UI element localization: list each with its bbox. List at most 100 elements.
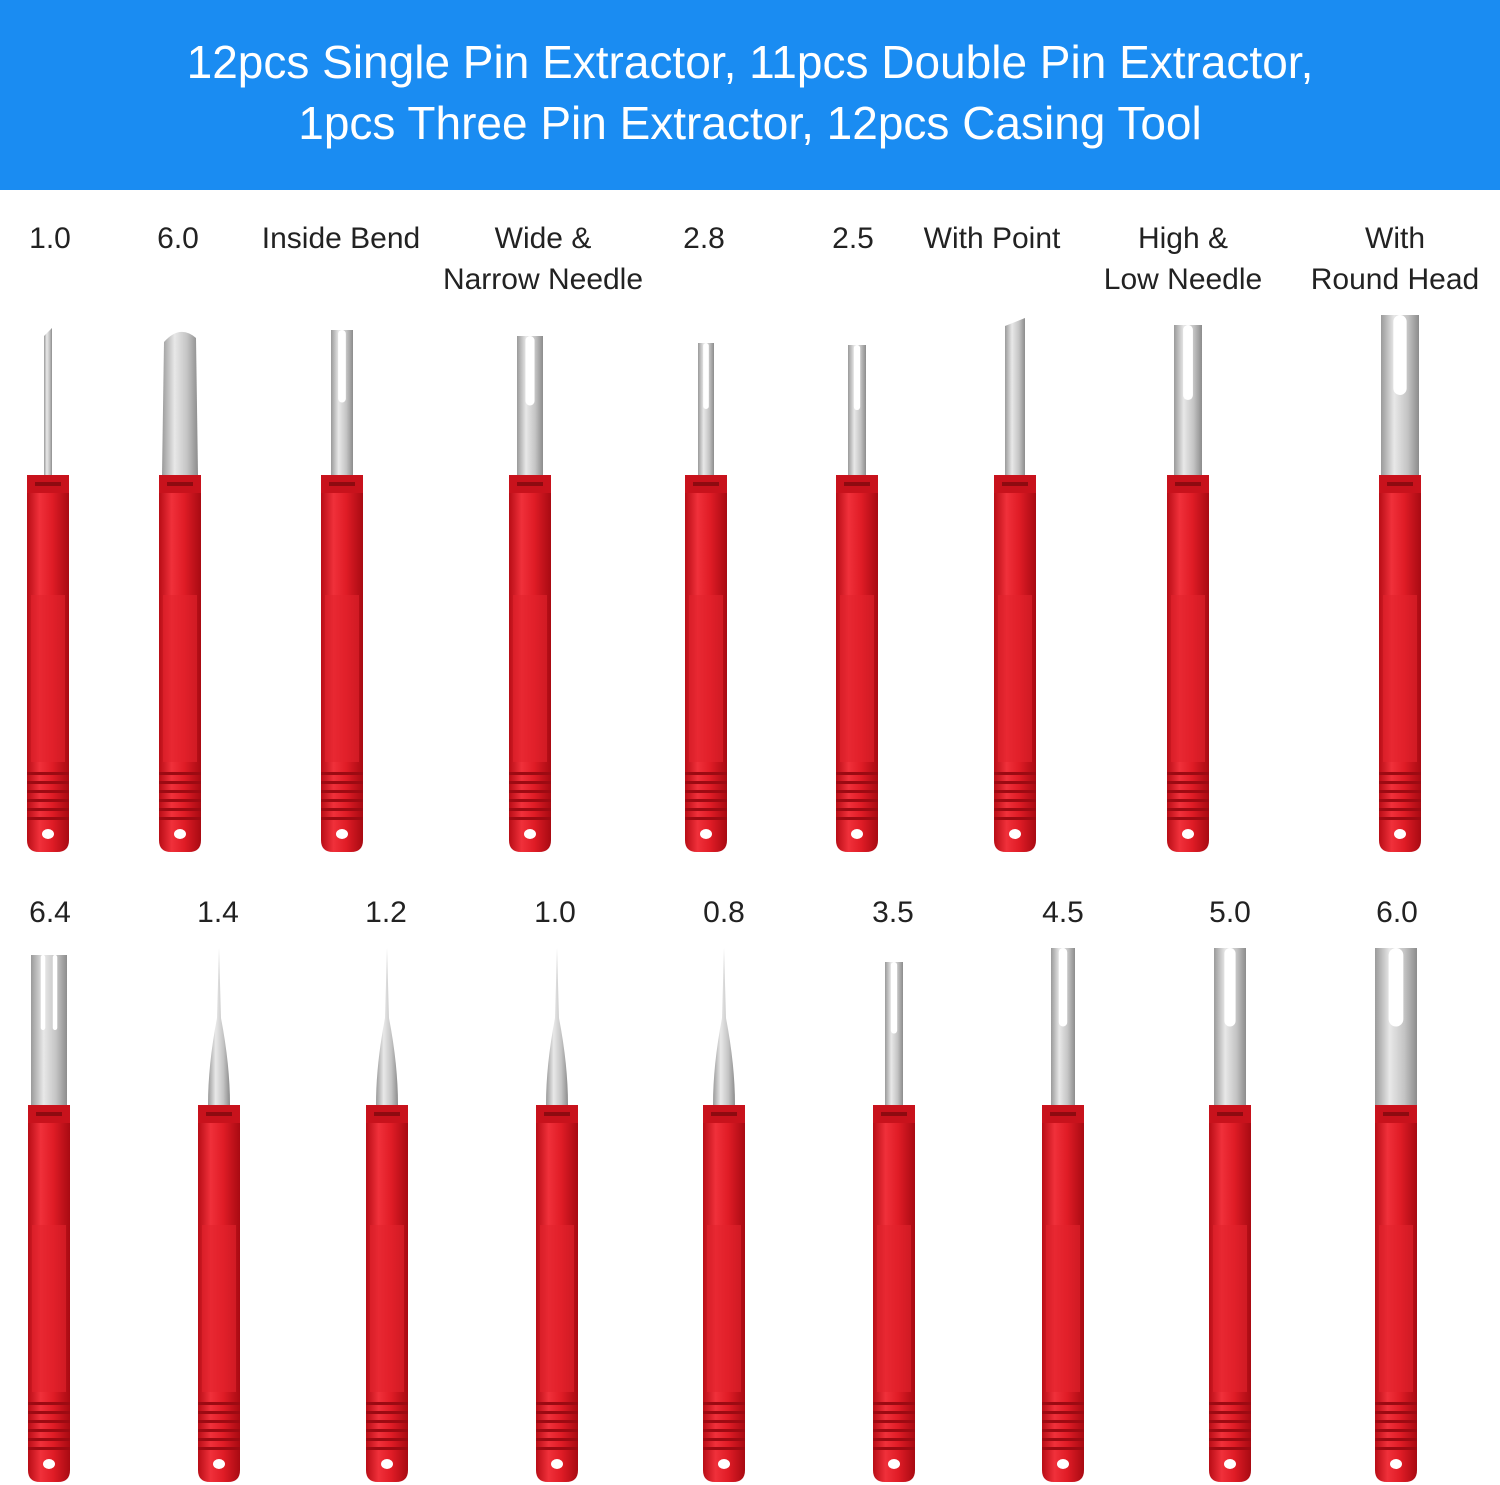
grip-ring bbox=[703, 1411, 745, 1414]
grip-ring bbox=[703, 1438, 745, 1441]
grip-ring bbox=[1042, 1429, 1084, 1432]
tool-tip bbox=[1005, 318, 1025, 475]
grip-ring bbox=[836, 781, 878, 784]
hang-hole bbox=[1182, 829, 1194, 839]
grip-ring bbox=[685, 790, 727, 793]
grip-ring bbox=[994, 790, 1036, 793]
handle-body-shade bbox=[998, 595, 1032, 762]
grip-ring bbox=[321, 781, 363, 784]
tool-label: With Point bbox=[924, 222, 1061, 255]
collar-slot bbox=[711, 1112, 737, 1116]
tool-label: 1.2 bbox=[365, 896, 407, 929]
grip-ring bbox=[159, 790, 201, 793]
tool-label: 6.0 bbox=[157, 222, 199, 255]
hang-hole bbox=[700, 829, 712, 839]
grip-ring bbox=[1042, 1411, 1084, 1414]
grip-ring bbox=[1379, 790, 1421, 793]
hang-hole bbox=[524, 829, 536, 839]
extractor-tool bbox=[536, 948, 578, 1482]
tool-label: 2.8 bbox=[683, 222, 725, 255]
grip-ring bbox=[536, 1438, 578, 1441]
grip-ring bbox=[1209, 1429, 1251, 1432]
tool-label: With bbox=[1365, 222, 1425, 255]
tool-label: Round Head bbox=[1311, 263, 1479, 296]
tip-slot bbox=[1183, 325, 1193, 400]
grip-ring bbox=[685, 808, 727, 811]
hang-hole bbox=[1394, 829, 1406, 839]
title-banner bbox=[0, 0, 1500, 190]
grip-ring bbox=[703, 1402, 745, 1405]
tool-label: Low Needle bbox=[1104, 263, 1262, 296]
grip-ring bbox=[873, 1438, 915, 1441]
grip-ring bbox=[366, 1402, 408, 1405]
tip-slot bbox=[52, 955, 58, 1030]
grip-ring bbox=[836, 808, 878, 811]
tip-slot bbox=[1393, 315, 1407, 395]
collar-slot bbox=[1050, 1112, 1076, 1116]
collar-slot bbox=[374, 1112, 400, 1116]
grip-ring bbox=[366, 1429, 408, 1432]
tip-slot bbox=[853, 345, 861, 410]
grip-ring bbox=[873, 1447, 915, 1450]
hang-hole bbox=[551, 1459, 563, 1469]
hang-hole bbox=[1009, 829, 1021, 839]
title-line: 1pcs Three Pin Extractor, 12pcs Casing T… bbox=[298, 97, 1201, 149]
grip-ring bbox=[994, 772, 1036, 775]
grip-ring bbox=[1042, 1447, 1084, 1450]
grip-ring bbox=[27, 808, 69, 811]
grip-ring bbox=[836, 790, 878, 793]
collar-slot bbox=[1175, 482, 1201, 486]
grip-ring bbox=[198, 1438, 240, 1441]
grip-ring bbox=[703, 1447, 745, 1450]
tool-tip bbox=[376, 948, 398, 1105]
handle-body-shade bbox=[540, 1225, 574, 1392]
hang-hole bbox=[1224, 1459, 1236, 1469]
collar-slot bbox=[1387, 482, 1413, 486]
grip-ring bbox=[366, 1447, 408, 1450]
hang-hole bbox=[851, 829, 863, 839]
tool-label: 5.0 bbox=[1209, 896, 1251, 929]
grip-ring bbox=[27, 799, 69, 802]
grip-ring bbox=[703, 1429, 745, 1432]
grip-ring bbox=[836, 772, 878, 775]
grip-ring bbox=[994, 808, 1036, 811]
tool-label: 2.5 bbox=[832, 222, 874, 255]
extractor-tool bbox=[366, 948, 408, 1482]
tip-slot bbox=[525, 336, 535, 406]
hang-hole bbox=[381, 1459, 393, 1469]
grip-ring bbox=[1209, 1402, 1251, 1405]
title-line: 12pcs Single Pin Extractor, 11pcs Double… bbox=[187, 36, 1314, 88]
grip-ring bbox=[27, 772, 69, 775]
collar-slot bbox=[844, 482, 870, 486]
collar-slot bbox=[35, 482, 61, 486]
extractor-tool bbox=[703, 948, 745, 1482]
collar-slot bbox=[36, 1112, 62, 1116]
tip-slot bbox=[40, 955, 46, 1030]
grip-ring bbox=[1375, 1411, 1417, 1414]
handle-body-shade bbox=[1171, 595, 1205, 762]
grip-ring bbox=[1167, 772, 1209, 775]
grip-ring bbox=[1379, 781, 1421, 784]
hang-hole bbox=[888, 1459, 900, 1469]
handle-body-shade bbox=[370, 1225, 404, 1392]
grip-ring bbox=[27, 781, 69, 784]
grip-ring bbox=[509, 808, 551, 811]
tool-tip bbox=[162, 331, 198, 475]
handle-body-shade bbox=[163, 595, 197, 762]
extractor-tool bbox=[1042, 948, 1084, 1482]
collar-slot bbox=[1002, 482, 1028, 486]
tip-slot bbox=[338, 330, 346, 403]
grip-ring bbox=[1209, 1438, 1251, 1441]
collar-slot bbox=[544, 1112, 570, 1116]
hang-hole bbox=[43, 1459, 55, 1469]
grip-ring bbox=[703, 1420, 745, 1423]
hang-hole bbox=[1390, 1459, 1402, 1469]
grip-ring bbox=[1209, 1447, 1251, 1450]
handle-body-shade bbox=[513, 595, 547, 762]
hang-hole bbox=[42, 829, 54, 839]
grip-ring bbox=[509, 817, 551, 820]
grip-ring bbox=[1042, 1420, 1084, 1423]
grip-ring bbox=[321, 808, 363, 811]
hang-hole bbox=[336, 829, 348, 839]
